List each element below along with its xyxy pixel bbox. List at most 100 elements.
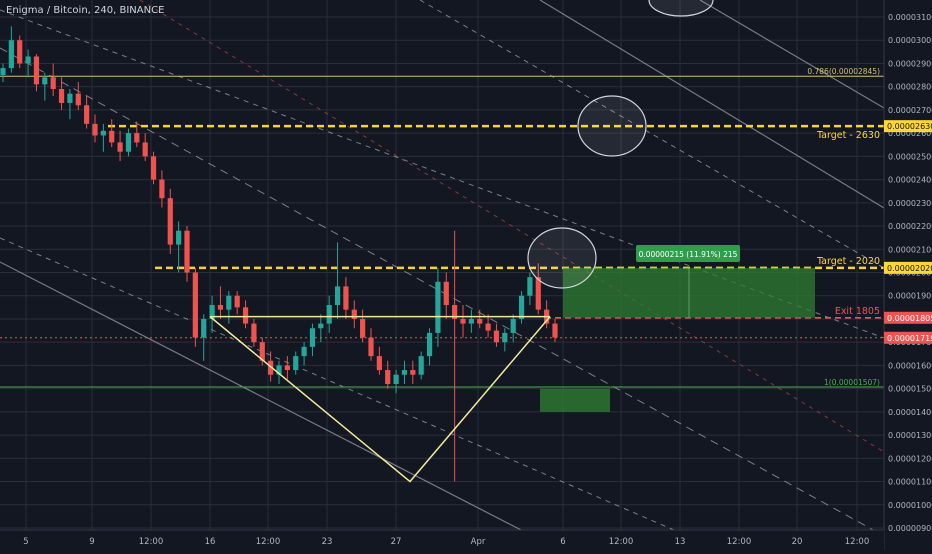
candle-body [8,40,14,69]
price-tick-label: 0.00002200 [888,222,932,231]
candle [293,351,299,375]
time-tick-label: 27 [391,537,402,547]
time-tick-label: 6 [560,537,565,547]
candle [184,226,190,282]
price-tick-label: 0.00000900 [888,524,932,533]
price-tag-label: 0.00001719 [887,334,932,343]
price-tick-label: 0.00001300 [888,431,932,440]
candle [393,370,399,394]
candle-body [159,179,165,199]
candle [226,291,232,324]
price-axis-bg [884,0,932,550]
channel-line [0,47,885,537]
candle-body [176,230,182,245]
candle-body [142,142,148,157]
price-axis: 0.00003100 0.00003000 0.00002900 0.00002800… [883,0,932,550]
candle-body [100,130,106,136]
candle-body [393,374,399,384]
candle [477,309,483,329]
candle [276,360,282,384]
candle-body [150,156,157,180]
candle-body [452,305,458,319]
candle-body [117,142,123,152]
candle [443,272,449,319]
candle-body [217,305,224,310]
candle [309,323,316,357]
candle-body [518,295,525,319]
candle [125,128,132,157]
candle-body [25,56,31,64]
candle [410,360,416,384]
fib-1-label: 1(0.00001507) [824,378,880,387]
candle-body [527,277,533,296]
price-tag-label: 0.00001805 [887,314,932,323]
time-tick-label: 16 [205,537,216,547]
candle-body [201,318,207,338]
price-tag-label: 0.00002020 [887,264,932,273]
candle-body [351,309,357,319]
candle [418,351,424,380]
measure-label-bg [636,245,740,262]
time-axis-bg [0,530,884,550]
price-tag-bg [884,120,932,133]
candle-body [33,56,40,85]
candle [552,318,558,343]
time-tick-label: 5 [23,537,28,547]
position-boxes: 0.00000215 (11.91%) 215 [540,245,815,412]
candle-body [477,318,483,324]
candle-body [50,77,56,90]
candle-body [510,318,516,333]
candle [301,342,307,366]
candle [42,72,48,101]
candle-body [360,318,366,338]
price-tick-label: 0.00002400 [888,176,932,185]
candle-body [184,230,190,273]
time-tick-label: 12:00 [256,537,281,547]
price-tick-label: 0.00003000 [888,36,932,45]
candle [242,300,249,329]
candle [92,114,98,143]
highlight-circle [648,0,714,17]
time-axis: 5 9 12:00 16 12:00 23 27 Apr 6 12:00 13 12:00 20 12:0… [0,529,884,550]
candle-body [42,77,48,85]
candle-body [418,356,424,375]
candle-body [535,277,541,310]
candle-body [109,130,115,143]
price-tick-label: 0.00002300 [888,199,932,208]
time-tick-label: Apr [471,537,486,547]
candle-body [259,342,265,361]
candle-body [242,307,249,324]
candle [284,356,290,380]
candle-body [58,89,65,103]
price-tag-bg [884,261,932,274]
candle [452,230,458,482]
candle [376,346,382,375]
price-tick-label: 0.00001500 [888,385,932,394]
time-tick-label: 20 [792,537,803,547]
price-tick-label: 0.00002900 [888,59,932,68]
price-tick-label: 0.00002700 [888,106,932,115]
candle [510,314,516,343]
candle [84,95,90,129]
channel-line [699,0,885,109]
candle-body [493,330,500,343]
candle [535,263,541,315]
candle [58,77,65,110]
candle [176,221,182,273]
candle-body [385,370,391,384]
candle [100,123,106,152]
candle-body [376,356,382,371]
symbol-title: Enigma / Bitcoin, 240, BINANCE [6,5,164,16]
candle-body [426,332,433,357]
candle-body [552,323,558,338]
candle [0,63,6,83]
candle-body [84,105,90,124]
candle-body [435,281,441,333]
candle-body [125,133,132,152]
candle-body [75,93,81,106]
candles [0,26,558,482]
candle [485,314,491,338]
candle [201,314,207,361]
candle [426,328,433,366]
